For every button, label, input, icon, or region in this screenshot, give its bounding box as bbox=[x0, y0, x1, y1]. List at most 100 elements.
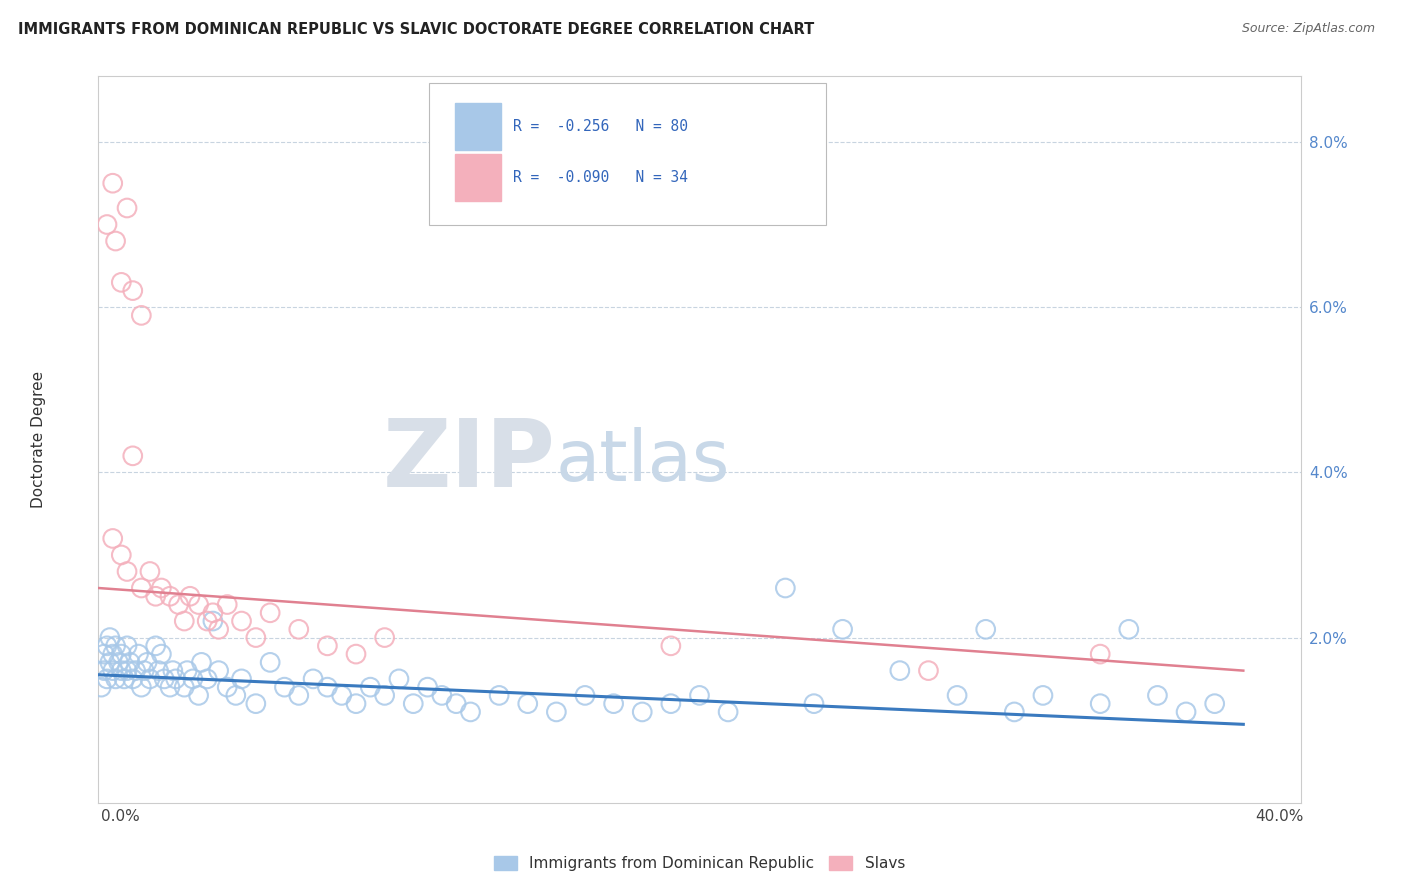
Point bbox=[121, 449, 143, 463]
Point bbox=[98, 656, 121, 670]
Bar bbox=[456, 154, 501, 202]
Point bbox=[1088, 647, 1111, 661]
Point bbox=[374, 689, 396, 703]
Point bbox=[444, 697, 467, 711]
Point bbox=[148, 664, 170, 678]
Point bbox=[115, 639, 138, 653]
Point bbox=[93, 647, 115, 661]
Point bbox=[259, 656, 281, 670]
Point bbox=[121, 284, 143, 298]
Point bbox=[717, 705, 740, 719]
Point bbox=[245, 697, 267, 711]
Text: 0.0%: 0.0% bbox=[101, 809, 141, 823]
Point bbox=[374, 631, 396, 645]
Point bbox=[110, 548, 132, 562]
Point bbox=[974, 623, 997, 637]
Point bbox=[124, 664, 146, 678]
Point bbox=[316, 680, 339, 694]
Point bbox=[112, 672, 135, 686]
Text: ZIP: ZIP bbox=[382, 415, 555, 508]
Point bbox=[302, 672, 325, 686]
Point bbox=[173, 680, 195, 694]
Point bbox=[388, 672, 411, 686]
Point bbox=[488, 689, 510, 703]
Point bbox=[217, 680, 239, 694]
Point bbox=[101, 532, 124, 546]
Point bbox=[150, 581, 173, 595]
Point bbox=[162, 664, 184, 678]
Point bbox=[689, 689, 711, 703]
Text: R =  -0.256   N = 80: R = -0.256 N = 80 bbox=[513, 120, 688, 134]
Legend: Immigrants from Dominican Republic, Slavs: Immigrants from Dominican Republic, Slav… bbox=[486, 848, 912, 879]
FancyBboxPatch shape bbox=[429, 83, 825, 225]
Point bbox=[115, 565, 138, 579]
Point bbox=[1204, 697, 1226, 711]
Point bbox=[217, 598, 239, 612]
Point bbox=[167, 598, 190, 612]
Point bbox=[546, 705, 568, 719]
Point bbox=[288, 623, 311, 637]
Point bbox=[231, 672, 253, 686]
Point bbox=[195, 672, 218, 686]
Point bbox=[131, 309, 153, 323]
Point bbox=[344, 647, 367, 661]
Point bbox=[1118, 623, 1140, 637]
Point bbox=[201, 614, 224, 628]
Point bbox=[574, 689, 596, 703]
Text: IMMIGRANTS FROM DOMINICAN REPUBLIC VS SLAVIC DOCTORATE DEGREE CORRELATION CHART: IMMIGRANTS FROM DOMINICAN REPUBLIC VS SL… bbox=[18, 22, 814, 37]
Point bbox=[96, 218, 118, 232]
Point bbox=[208, 664, 231, 678]
Point bbox=[107, 656, 129, 670]
Point bbox=[131, 680, 153, 694]
Point bbox=[460, 705, 482, 719]
Point bbox=[159, 589, 181, 603]
Point bbox=[344, 697, 367, 711]
Point bbox=[96, 672, 118, 686]
Point bbox=[1032, 689, 1054, 703]
Point bbox=[104, 672, 127, 686]
Point bbox=[430, 689, 453, 703]
Bar bbox=[456, 103, 501, 151]
Point bbox=[1002, 705, 1025, 719]
Point bbox=[153, 672, 176, 686]
Point bbox=[917, 664, 939, 678]
Point bbox=[803, 697, 825, 711]
Point bbox=[231, 614, 253, 628]
Point bbox=[176, 664, 198, 678]
Point bbox=[101, 664, 124, 678]
Point bbox=[93, 664, 115, 678]
Point bbox=[402, 697, 425, 711]
Point bbox=[831, 623, 853, 637]
Text: 40.0%: 40.0% bbox=[1256, 809, 1303, 823]
Text: Doctorate Degree: Doctorate Degree bbox=[31, 371, 46, 508]
Point bbox=[359, 680, 381, 694]
Point bbox=[946, 689, 969, 703]
Point bbox=[115, 201, 138, 215]
Point bbox=[190, 656, 212, 670]
Point bbox=[659, 639, 682, 653]
Point bbox=[165, 672, 187, 686]
Point bbox=[179, 589, 201, 603]
Point bbox=[115, 664, 138, 678]
Point bbox=[889, 664, 911, 678]
Point bbox=[208, 623, 231, 637]
Point bbox=[187, 689, 209, 703]
Point bbox=[631, 705, 654, 719]
Point bbox=[90, 680, 112, 694]
Point bbox=[288, 689, 311, 703]
Point bbox=[516, 697, 538, 711]
Point bbox=[121, 672, 143, 686]
Point bbox=[110, 664, 132, 678]
Point bbox=[98, 631, 121, 645]
Point bbox=[110, 647, 132, 661]
Point bbox=[273, 680, 295, 694]
Point bbox=[225, 689, 247, 703]
Text: R =  -0.090   N = 34: R = -0.090 N = 34 bbox=[513, 170, 688, 186]
Point bbox=[139, 565, 162, 579]
Point bbox=[195, 614, 218, 628]
Point bbox=[173, 614, 195, 628]
Point bbox=[134, 664, 156, 678]
Point bbox=[259, 606, 281, 620]
Point bbox=[775, 581, 797, 595]
Point bbox=[136, 656, 159, 670]
